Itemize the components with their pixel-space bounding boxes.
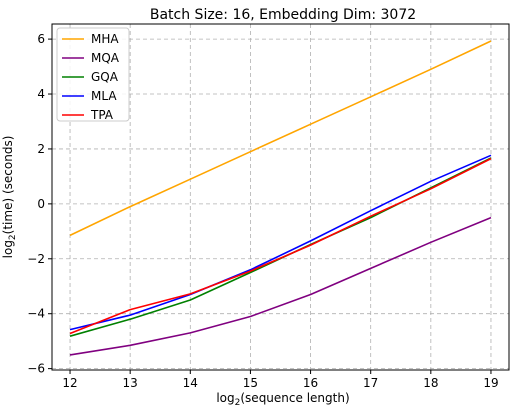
y-tick-label: 6: [37, 32, 45, 46]
legend-box: [56, 27, 130, 122]
y-tick-label: −6: [27, 362, 45, 376]
legend-items: MHA MQA GQA MLA TPA: [62, 32, 120, 122]
y-axis-ticks: −6 −4 −2 0 2 4 6: [27, 32, 52, 376]
x-tick-label: 15: [243, 376, 258, 390]
legend-label-mqa: MQA: [91, 51, 120, 65]
y-tick-label: 0: [37, 197, 45, 211]
legend-label-gqa: GQA: [91, 70, 119, 84]
chart-title: Batch Size: 16, Embedding Dim: 3072: [150, 7, 416, 23]
legend: MHA MQA GQA MLA TPA: [56, 27, 130, 122]
x-axis-ticks: 12 13 14 15 16 17 18 19: [62, 370, 499, 390]
x-tick-label: 16: [303, 376, 318, 390]
series-lines: [69, 40, 492, 356]
series-line-tpa: [69, 157, 492, 335]
y-tick-label: 4: [37, 87, 45, 101]
x-axis-label: log2(sequence length): [216, 391, 349, 406]
x-tick-label: 18: [423, 376, 438, 390]
grid: [52, 24, 509, 370]
y-tick-label: −2: [27, 252, 45, 266]
legend-label-tpa: TPA: [90, 108, 114, 122]
y-tick-label: 2: [37, 142, 45, 156]
series-line-mqa: [69, 216, 492, 356]
x-tick-label: 13: [123, 376, 138, 390]
series-line-mha: [69, 40, 492, 237]
y-axis-label: log2(time) (seconds): [1, 136, 18, 259]
legend-label-mha: MHA: [91, 32, 119, 46]
x-tick-label: 17: [363, 376, 378, 390]
x-tick-label: 14: [183, 376, 198, 390]
series-line-mla: [69, 154, 492, 331]
x-tick-label: 19: [483, 376, 498, 390]
x-tick-label: 12: [62, 376, 77, 390]
legend-label-mla: MLA: [91, 89, 117, 103]
y-tick-label: −4: [27, 307, 45, 321]
plot-frame: [51, 23, 510, 371]
